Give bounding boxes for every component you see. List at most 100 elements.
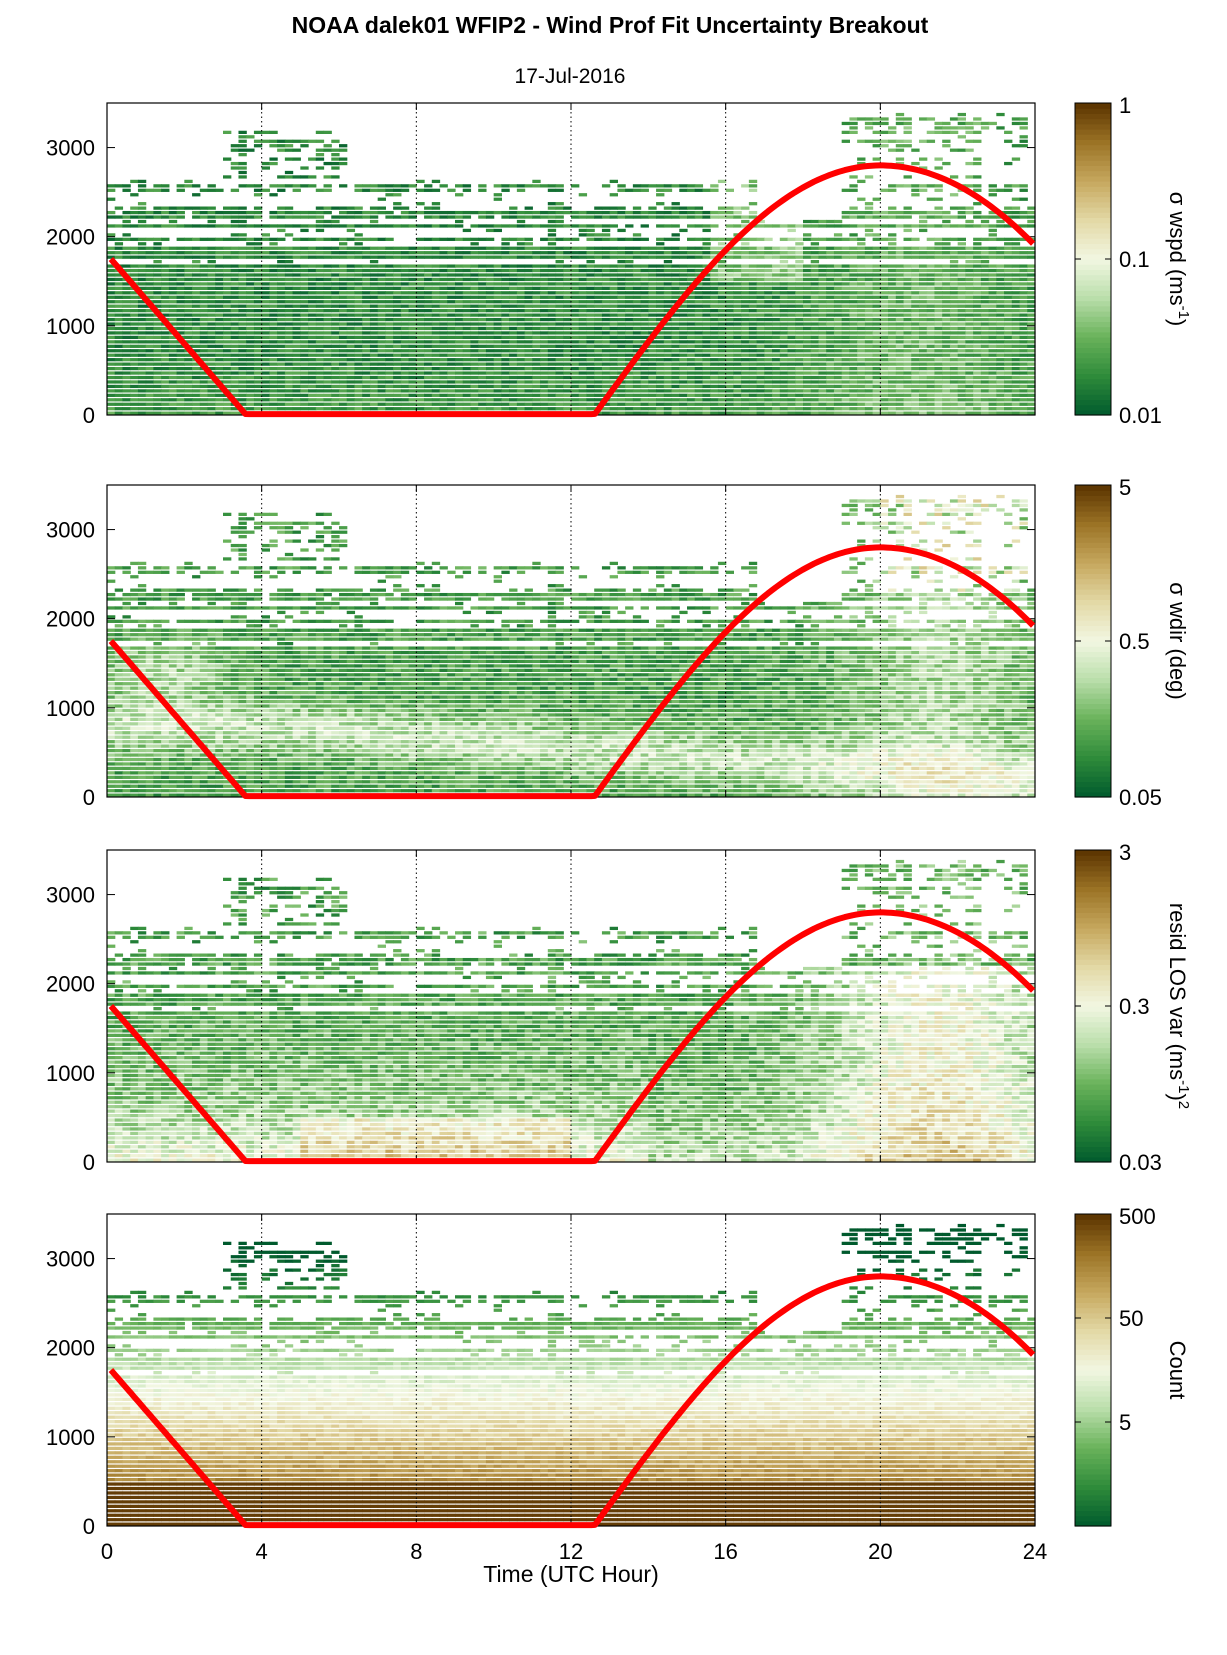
heatmap-cell: [277, 215, 286, 219]
heatmap-cell: [292, 282, 301, 286]
heatmap-cell: [516, 295, 526, 299]
heatmap-cell: [741, 313, 750, 317]
heatmap-cell: [988, 344, 997, 348]
heatmap-cell: [153, 380, 162, 384]
heatmap-cell: [625, 237, 634, 241]
heatmap-cell: [888, 407, 897, 411]
heatmap-cell: [926, 393, 936, 397]
heatmap-cell: [153, 393, 162, 397]
heatmap-cell: [424, 331, 433, 335]
heatmap-cell: [656, 295, 665, 299]
heatmap-cell: [362, 375, 371, 380]
heatmap-cell: [447, 224, 456, 228]
heatmap-cell: [880, 273, 889, 277]
heatmap-cell: [385, 246, 394, 250]
heatmap-cell: [895, 264, 905, 268]
heatmap-cell: [957, 344, 966, 348]
heatmap-cell: [973, 366, 982, 371]
heatmap-cell: [555, 291, 564, 295]
heatmap-cell: [841, 224, 850, 228]
heatmap-cell: [408, 291, 417, 295]
heatmap-cell: [238, 300, 247, 304]
heatmap-cell: [671, 224, 680, 228]
heatmap-cell: [455, 313, 464, 317]
heatmap-cell: [447, 309, 456, 313]
heatmap-cell: [524, 393, 533, 397]
heatmap-cell: [176, 384, 185, 389]
heatmap-cell: [114, 340, 124, 344]
heatmap-cell: [632, 349, 642, 353]
heatmap-cell: [107, 384, 116, 389]
heatmap-cell: [965, 286, 974, 290]
heatmap-cell: [308, 317, 317, 322]
heatmap-cell: [455, 353, 464, 357]
heatmap-cell: [803, 411, 812, 415]
heatmap-cell: [424, 344, 433, 348]
heatmap-cell: [717, 291, 727, 295]
heatmap-cell: [1019, 251, 1028, 255]
heatmap-cell: [663, 353, 673, 357]
heatmap-cell: [431, 291, 441, 295]
heatmap-cell: [493, 291, 502, 295]
heatmap-cell: [826, 295, 835, 299]
heatmap-cell: [563, 335, 572, 340]
heatmap-cell: [369, 398, 379, 402]
heatmap-cell: [532, 353, 541, 357]
heatmap-cell: [339, 335, 348, 340]
heatmap-cell: [764, 291, 773, 295]
heatmap-cell: [524, 215, 533, 219]
heatmap-cell: [857, 349, 866, 353]
heatmap-cell: [555, 219, 564, 224]
heatmap-cell: [996, 224, 1005, 228]
heatmap-cell: [586, 224, 595, 228]
heatmap-cell: [354, 210, 363, 215]
heatmap-cell: [238, 268, 247, 273]
heatmap-cell: [501, 340, 510, 344]
heatmap-cell: [625, 384, 634, 389]
heatmap-cell: [215, 255, 224, 259]
heatmap-cell: [849, 295, 858, 299]
heatmap-cell: [586, 380, 595, 384]
heatmap-cell: [710, 384, 719, 389]
heatmap-cell: [594, 291, 603, 295]
heatmap-cell: [215, 210, 224, 215]
heatmap-cell: [841, 268, 850, 273]
heatmap-cell: [230, 286, 240, 290]
heatmap-cell: [261, 322, 270, 326]
heatmap-cell: [354, 277, 363, 282]
heatmap-cell: [787, 411, 796, 415]
heatmap-cell: [942, 375, 951, 380]
heatmap-cell: [996, 264, 1005, 268]
heatmap-cell: [447, 282, 456, 286]
heatmap-cell: [625, 326, 634, 331]
heatmap-cell: [880, 389, 889, 393]
heatmap-cell: [184, 264, 193, 268]
heatmap-cell: [176, 326, 185, 331]
heatmap-cell: [145, 277, 154, 282]
heatmap-cell: [973, 340, 982, 344]
heatmap-cell: [764, 366, 773, 371]
heatmap-cell: [725, 407, 734, 411]
heatmap-cell: [748, 362, 758, 366]
heatmap-cell: [416, 335, 425, 340]
heatmap-cell: [315, 268, 325, 273]
heatmap-cell: [223, 402, 232, 406]
heatmap-cell: [617, 393, 626, 397]
heatmap-cell: [926, 380, 936, 384]
heatmap-cell: [609, 317, 618, 322]
heatmap-cell: [1027, 389, 1036, 393]
heatmap-cell: [965, 260, 974, 264]
heatmap-cell: [122, 393, 131, 397]
heatmap-cell: [934, 251, 943, 255]
heatmap-cell: [346, 317, 356, 322]
heatmap-cell: [671, 277, 680, 282]
heatmap-cell: [594, 353, 603, 357]
heatmap-cell: [277, 210, 286, 215]
heatmap-cell: [787, 353, 796, 357]
heatmap-cell: [547, 264, 557, 268]
heatmap-cell: [168, 340, 178, 344]
heatmap-cell: [385, 309, 394, 313]
heatmap-cell: [1004, 344, 1013, 348]
heatmap-cell: [934, 358, 943, 362]
heatmap-cell: [934, 277, 943, 282]
